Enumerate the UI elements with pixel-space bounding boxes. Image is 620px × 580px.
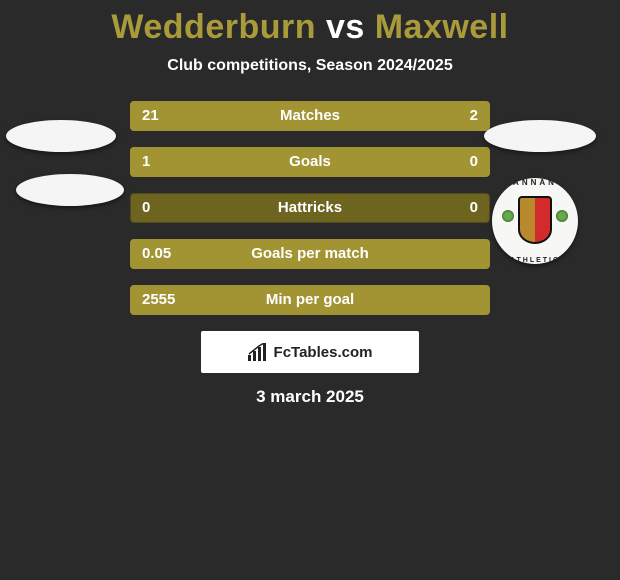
subtitle: Club competitions, Season 2024/2025: [0, 57, 620, 75]
stat-row: Matches21 2: [130, 101, 490, 131]
bar-label: Matches: [130, 101, 490, 131]
stat-row: Goals1 0: [130, 147, 490, 177]
crest-text-top: ANNAN: [504, 178, 566, 187]
bar-label: Goals per match: [130, 239, 490, 269]
bar-value-left: 1: [142, 147, 150, 177]
title-right: Maxwell: [375, 8, 509, 46]
title-left: Wedderburn: [111, 8, 316, 46]
right-avatar: [484, 120, 596, 152]
club-crest: ANNAN ATHLETIC: [492, 178, 578, 264]
stat-bars: Matches212Goals10Hattricks00Goals per ma…: [130, 101, 490, 315]
crest-text-bottom: ATHLETIC: [504, 257, 566, 264]
bar-value-left: 0.05: [142, 239, 171, 269]
bar-value-left: 21: [142, 101, 159, 131]
bar-label: Min per goal: [130, 285, 490, 315]
bar-value-left: 2555: [142, 285, 175, 315]
date-text: 3 march 2025: [0, 387, 620, 407]
shield-icon: [518, 196, 552, 244]
stat-row: Goals per match0.05: [130, 239, 490, 269]
title-vs: vs: [316, 8, 375, 46]
page-title: Wedderburn vs Maxwell: [0, 8, 620, 47]
bar-value-right: 0: [470, 193, 478, 223]
stat-row: Min per goal2555: [130, 285, 490, 315]
thistle-icon: [556, 210, 568, 222]
stat-row: Hattricks0 0: [130, 193, 490, 223]
watermark: FcTables.com: [201, 331, 419, 373]
left-avatar: [16, 174, 124, 206]
bar-value-right: 0: [470, 147, 478, 177]
bar-label: Hattricks: [130, 193, 490, 223]
thistle-icon: [502, 210, 514, 222]
bar-value-right: 2: [470, 101, 478, 131]
left-avatar: [6, 120, 116, 152]
bar-value-left: 0: [142, 193, 150, 223]
chart-icon: [248, 343, 270, 361]
watermark-text: FcTables.com: [274, 344, 373, 361]
bar-label: Goals: [130, 147, 490, 177]
